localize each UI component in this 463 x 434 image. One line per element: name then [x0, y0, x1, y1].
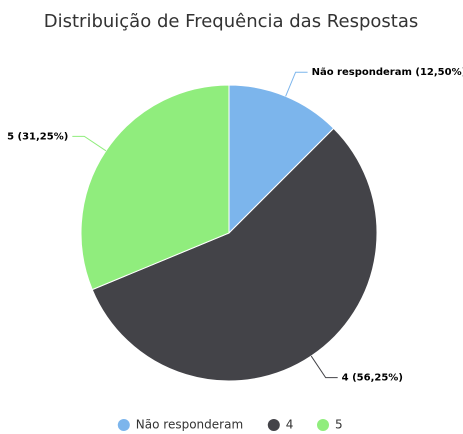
connector: [285, 71, 308, 97]
chart-title: Distribuição de Frequência das Respostas: [44, 11, 419, 32]
pie-slice: [80, 84, 230, 291]
legend-marker: [117, 419, 130, 431]
legend-marker: [267, 419, 280, 431]
pie-slice: [91, 127, 378, 382]
legend-label: 5: [335, 418, 343, 432]
data-label: Não responderam (12,50%): [312, 67, 463, 78]
connector: [310, 355, 338, 379]
data-label: 4 (56,25%): [342, 373, 403, 384]
legend-label: Não responderam: [136, 418, 243, 432]
legend-marker: [317, 419, 329, 431]
legend-label: 4: [286, 418, 294, 432]
data-label: 5 (31,25%): [7, 131, 68, 142]
connector: [72, 135, 107, 152]
